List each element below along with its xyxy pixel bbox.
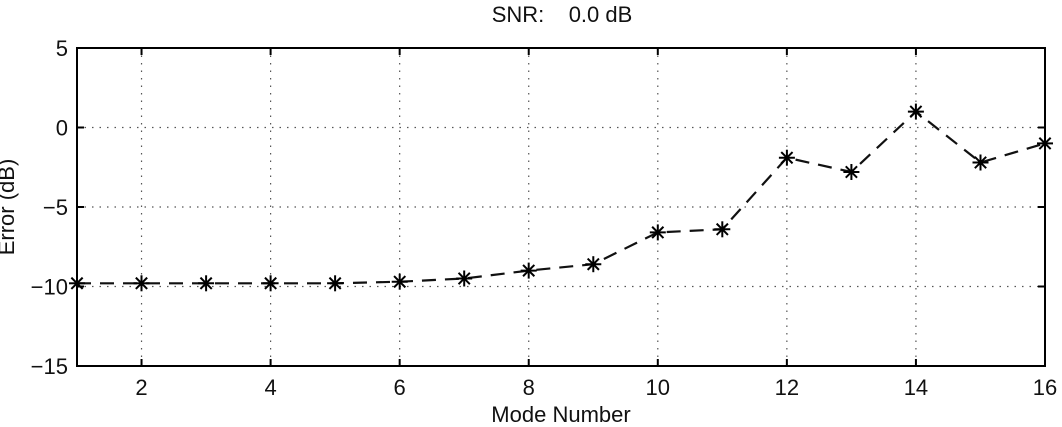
x-tick-label: 4 bbox=[264, 375, 276, 400]
data-point-marker bbox=[843, 164, 860, 180]
y-tick-label: 0 bbox=[56, 116, 68, 141]
x-tick-label: 2 bbox=[135, 375, 147, 400]
x-tick-label: 8 bbox=[523, 375, 535, 400]
y-tick-label: −10 bbox=[31, 275, 68, 300]
data-point-marker bbox=[714, 221, 731, 238]
x-tick-label: 6 bbox=[394, 375, 406, 400]
data-point-marker bbox=[198, 275, 215, 292]
y-axis-label: Error (dB) bbox=[0, 159, 19, 256]
y-tick-label: −15 bbox=[31, 354, 68, 379]
data-point-marker bbox=[907, 103, 924, 120]
plot-frame bbox=[76, 47, 1046, 367]
data-point-marker bbox=[778, 149, 795, 166]
x-axis-label: Mode Number bbox=[491, 402, 630, 427]
axis-ticks: 2 4 6 8 10 12 14 16 5 0 −5 −10 −15 bbox=[31, 36, 1058, 400]
data-point-marker bbox=[456, 270, 473, 287]
data-point-marker bbox=[520, 262, 537, 279]
data-point-marker bbox=[972, 154, 989, 171]
chart-title: SNR: 0.0 dB bbox=[492, 2, 633, 27]
data-point-marker bbox=[391, 273, 408, 290]
x-tick-label: 10 bbox=[646, 375, 670, 400]
data-point-marker bbox=[327, 275, 344, 292]
x-tick-label: 14 bbox=[904, 375, 928, 400]
y-tick-label: 5 bbox=[56, 36, 68, 61]
series-line bbox=[77, 110, 1046, 285]
data-point-marker bbox=[649, 224, 666, 241]
data-point-marker bbox=[262, 275, 279, 292]
grid bbox=[77, 48, 1045, 366]
series-layer bbox=[69, 103, 1053, 292]
x-tick-label: 16 bbox=[1033, 375, 1057, 400]
data-point-marker bbox=[585, 256, 602, 273]
x-tick-label: 12 bbox=[775, 375, 799, 400]
y-tick-label: −5 bbox=[43, 195, 68, 220]
data-point-marker bbox=[133, 275, 150, 292]
